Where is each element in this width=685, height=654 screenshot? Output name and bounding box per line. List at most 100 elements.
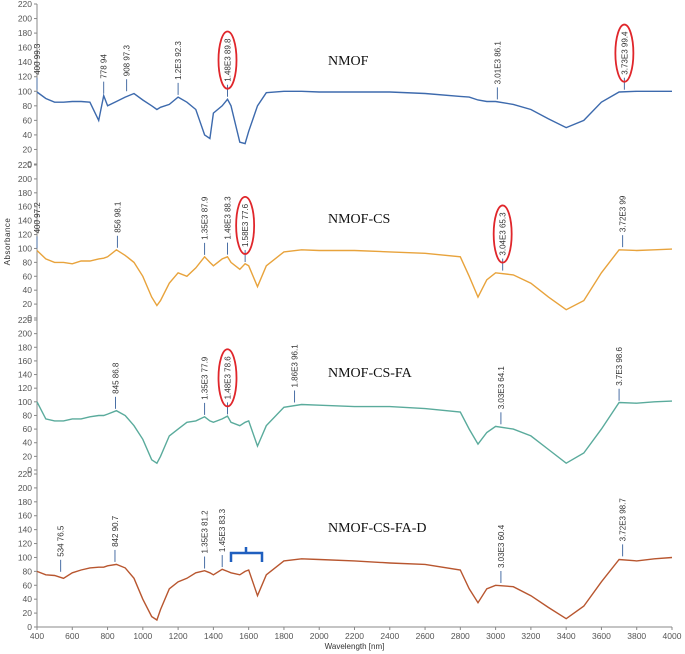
annotation-label: 3.01E3 86.1 <box>493 41 502 85</box>
x-tick-label: 2000 <box>310 631 329 641</box>
bracket <box>229 547 264 562</box>
y-tick-label: 140 <box>18 216 32 226</box>
y-tick-label: 100 <box>18 86 32 96</box>
y-tick-label: 20 <box>23 299 33 309</box>
y-tick-label: 20 <box>23 144 33 154</box>
highlight-ring <box>614 23 635 83</box>
x-tick-label: 800 <box>100 631 114 641</box>
y-tick-label: 220 <box>18 0 32 9</box>
annotation-label: 1.48E3 78.6 <box>224 356 233 400</box>
x-tick-label: 1800 <box>274 631 293 641</box>
y-tick-label: 140 <box>18 525 32 535</box>
annotation-label: 1.35E3 77.9 <box>201 356 210 400</box>
annotation-label: 908 97.3 <box>123 45 132 77</box>
annotation-label: 842 90.7 <box>111 515 120 547</box>
highlight-ring <box>217 30 238 90</box>
y-tick-label: 140 <box>18 370 32 380</box>
annotation-label: 856 98.1 <box>113 201 122 233</box>
y-tick-label: 200 <box>18 329 32 339</box>
y-tick-label: 20 <box>23 608 33 618</box>
y-tick-label: 120 <box>18 72 32 82</box>
y-tick-label: 220 <box>18 315 32 325</box>
series-name: NMOF-CS-FA <box>328 366 413 381</box>
x-tick-label: 3000 <box>486 631 505 641</box>
y-tick-label: 0 <box>27 313 32 323</box>
annotation-label: 845 86.8 <box>111 362 120 394</box>
annotation-label: 1.2E3 92.3 <box>174 41 183 80</box>
spectrum-line <box>36 90 672 145</box>
series-name: NMOF-CS-FA-D <box>328 521 427 536</box>
y-tick-label: 0 <box>27 159 32 169</box>
x-tick-label: 2400 <box>380 631 399 641</box>
y-tick-label: 80 <box>23 257 33 267</box>
annotation-label: 534 76.5 <box>57 525 66 557</box>
annotation-label: 1.86E3 96.1 <box>291 344 300 388</box>
y-tick-label: 140 <box>18 57 32 67</box>
y-tick-label: 60 <box>23 115 33 125</box>
x-tick-label: 3400 <box>557 631 576 641</box>
annotation-label: 3.72E3 98.7 <box>619 498 628 542</box>
y-tick-label: 40 <box>23 594 33 604</box>
y-axis-label: Absorbance <box>3 218 12 266</box>
y-tick-label: 0 <box>27 622 32 632</box>
annotation-label: 3.04E3 65.3 <box>499 212 508 256</box>
y-tick-label: 80 <box>23 566 33 576</box>
x-axis-label: Wavelength [nm] <box>325 642 385 651</box>
annotation-label: 778 94 <box>100 54 109 79</box>
annotation-label: 400 97.2 <box>33 202 42 234</box>
x-tick-label: 1000 <box>133 631 152 641</box>
y-tick-label: 160 <box>18 356 32 366</box>
highlight-ring <box>217 348 238 408</box>
y-tick-label: 100 <box>18 397 32 407</box>
y-tick-label: 220 <box>18 160 32 170</box>
y-tick-label: 100 <box>18 243 32 253</box>
y-tick-label: 120 <box>18 383 32 393</box>
x-tick-label: 4000 <box>663 631 682 641</box>
annotation-label: 3.73E3 99.4 <box>620 31 629 75</box>
y-tick-label: 20 <box>23 451 33 461</box>
annotation-label: 3.72E3 99 <box>619 195 628 232</box>
y-tick-label: 180 <box>18 188 32 198</box>
y-tick-label: 180 <box>18 28 32 38</box>
y-tick-label: 80 <box>23 410 33 420</box>
annotation-label: 3.7E3 98.6 <box>615 347 624 386</box>
y-tick-label: 0 <box>27 465 32 475</box>
x-tick-label: 600 <box>65 631 79 641</box>
y-tick-label: 200 <box>18 14 32 24</box>
x-tick-label: 1400 <box>204 631 223 641</box>
x-tick-label: 400 <box>30 631 44 641</box>
x-tick-label: 1600 <box>239 631 258 641</box>
annotation-label: 400 99.3 <box>33 43 42 75</box>
y-tick-label: 160 <box>18 511 32 521</box>
spectrum-line <box>36 248 673 311</box>
x-tick-label: 3200 <box>521 631 540 641</box>
y-tick-label: 180 <box>18 497 32 507</box>
y-tick-label: 100 <box>18 552 32 562</box>
y-tick-label: 220 <box>18 469 32 479</box>
x-tick-label: 1200 <box>169 631 188 641</box>
y-tick-label: 40 <box>23 130 33 140</box>
x-tick-label: 2200 <box>345 631 364 641</box>
annotation-label: 3.03E3 64.1 <box>497 366 506 410</box>
y-tick-label: 120 <box>18 230 32 240</box>
x-tick-label: 3600 <box>592 631 611 641</box>
annotation-label: 3.03E3 60.4 <box>497 524 506 568</box>
x-tick-label: 2600 <box>416 631 435 641</box>
x-tick-label: 2800 <box>451 631 470 641</box>
y-tick-label: 120 <box>18 539 32 549</box>
y-tick-label: 200 <box>18 174 32 184</box>
y-tick-label: 200 <box>18 483 32 493</box>
y-tick-label: 160 <box>18 43 32 53</box>
annotation-label: 1.35E3 87.9 <box>201 196 210 240</box>
annotation-label: 1.58E3 77.6 <box>241 203 250 247</box>
spectrum-line <box>36 400 673 465</box>
y-tick-label: 60 <box>23 271 33 281</box>
series-name: NMOF <box>328 54 369 69</box>
y-tick-label: 60 <box>23 424 33 434</box>
y-tick-label: 160 <box>18 202 32 212</box>
annotation-label: 1.35E3 81.2 <box>201 510 210 554</box>
annotation-label: 1.48E3 88.3 <box>224 196 233 240</box>
y-tick-label: 180 <box>18 342 32 352</box>
